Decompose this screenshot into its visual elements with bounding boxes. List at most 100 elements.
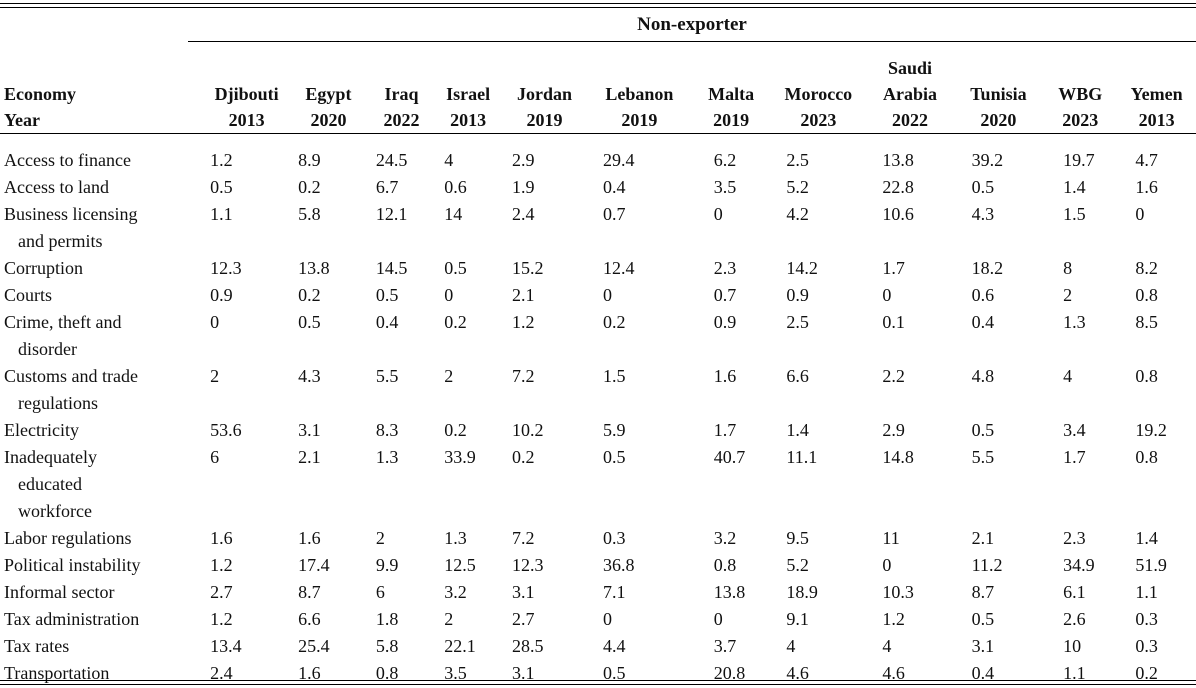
column-header: Morocco 2023 [770,41,866,144]
table-row: Inadequately educated workforce 6 2.1 1.3 33.9… [0,444,1196,525]
bottom-rule [0,680,1196,681]
value-cell: 0.5 [971,420,995,440]
value-cell: 39.2 [971,150,1004,170]
column-header: Egypt 2020 [288,41,369,144]
value-cell: 0.5 [375,285,399,305]
value-cell: 0.8 [1135,447,1158,467]
value-cell: 1.5 [603,366,626,386]
value-cell: 11.2 [971,555,1003,575]
value-cell: 4 [1063,366,1073,386]
obstacle-label: Electricity [0,417,205,444]
value-cell: 10.2 [511,420,544,440]
value-cell: 3.1 [298,420,321,440]
value-cell: 3.1 [971,636,995,656]
value-cell: 0.9 [713,312,737,332]
value-cell: 19.2 [1135,420,1167,440]
value-cell: 8.9 [298,150,321,170]
value-cell: 1.8 [375,609,399,629]
value-cell: 18.2 [971,258,1004,278]
obstacle-label: Courts [0,282,205,309]
value-cell: 17.4 [298,555,330,575]
value-cell: 2.1 [511,285,535,305]
value-cell: 12.3 [511,555,544,575]
column-header: Djibouti 2013 [205,41,288,144]
value-cell: 0.9 [786,285,809,305]
economy-label: Economy [4,84,76,104]
country-name: Arabia [883,84,938,104]
value-cell: 0.5 [603,447,626,467]
table-row: Tax rates 13.4 25.4 5.8 22.1 28.5 4.4 3.7 4 4 3.1 1… [0,633,1196,660]
obstacle-label: Access to land [0,174,205,201]
value-cell: 0.6 [971,285,995,305]
top-rule [0,3,1196,4]
value-cell: 6.1 [1063,582,1086,602]
economy-year-header: Economy Year [0,41,205,144]
value-cell: 2.9 [882,420,905,440]
value-cell: 0.2 [444,420,467,440]
obstacle-label: Political instability [0,552,205,579]
value-cell: 0.2 [1135,663,1158,683]
value-cell: 2.7 [210,582,233,602]
value-cell: 53.6 [210,420,242,440]
value-cell: 8.7 [971,582,995,602]
table-body: Access to finance 1.2 8.9 24.5 4 2.9 29.4 6.2 2.… [0,144,1196,687]
country-name: Lebanon [605,84,674,104]
survey-year: 2023 [800,110,837,130]
table-row: Corruption 12.3 13.8 14.5 0.5 15.2 12.4 2.3 14.2… [0,255,1196,282]
value-cell: 0.3 [1135,636,1158,656]
value-cell: 0 [444,285,454,305]
country-name: Malta [708,84,755,104]
value-cell: 9.1 [786,609,809,629]
value-cell: 8.3 [375,420,399,440]
survey-year: 2022 [383,110,420,130]
column-header: Tunisia 2020 [954,41,1043,144]
value-cell: 7.2 [511,366,535,386]
value-cell: 4.3 [298,366,321,386]
value-cell: 33.9 [444,447,476,467]
value-cell: 3.1 [511,663,535,683]
table-row: Electricity 53.6 3.1 8.3 0.2 10.2 5.9 1.7 1.4 2.9… [0,417,1196,444]
value-cell: 13.8 [882,150,914,170]
value-cell: 3.7 [713,636,737,656]
value-cell: 14.5 [375,258,408,278]
value-cell: 36.8 [603,555,635,575]
obstacle-label-line: Access to finance [4,150,131,170]
value-cell: 0 [882,555,892,575]
obstacle-label-line: disorder [18,339,77,359]
value-cell: 0.6 [444,177,467,197]
value-cell: 7.2 [511,528,535,548]
obstacle-label-line: Corruption [4,258,83,278]
obstacle-label-line: educated [18,474,82,494]
value-cell: 1.1 [1135,582,1158,602]
value-cell: 0 [713,204,723,224]
value-cell: 2 [375,528,385,548]
value-cell: 2.5 [786,312,809,332]
value-cell: 6.7 [375,177,399,197]
value-cell: 2.9 [511,150,535,170]
obstacle-label: Crime, theft and disorder [0,309,205,363]
value-cell: 22.8 [882,177,914,197]
table-row: Access to land 0.5 0.2 6.7 0.6 1.9 0.4 3.5 5.2 22… [0,174,1196,201]
column-header: Jordan 2019 [502,41,587,144]
value-cell: 0.8 [375,663,399,683]
value-cell: 5.9 [603,420,626,440]
value-cell: 3.1 [511,582,535,602]
column-header: Yemen 2013 [1117,41,1196,144]
value-cell: 4.8 [971,366,995,386]
value-cell: 0.2 [298,177,321,197]
table-header: Economy Year Djibouti 2013 Egypt 2020 Iraq 20… [0,41,1196,144]
value-cell: 4.4 [603,636,626,656]
value-cell: 0.2 [298,285,321,305]
table-row: Customs and trade regulations 2 4.3 5.5 2 7.2 1… [0,363,1196,417]
value-cell: 10.3 [882,582,914,602]
value-cell: 2 [444,609,454,629]
value-cell: 3.5 [713,177,737,197]
value-cell: 10.6 [882,204,914,224]
value-cell: 0 [882,285,892,305]
obstacle-label-line: Crime, theft and [4,312,122,332]
value-cell: 0.8 [713,555,737,575]
value-cell: 9.5 [786,528,809,548]
survey-year: 2019 [526,110,563,130]
obstacle-label: Access to finance [0,144,205,174]
country-name: Saudi [888,58,933,78]
